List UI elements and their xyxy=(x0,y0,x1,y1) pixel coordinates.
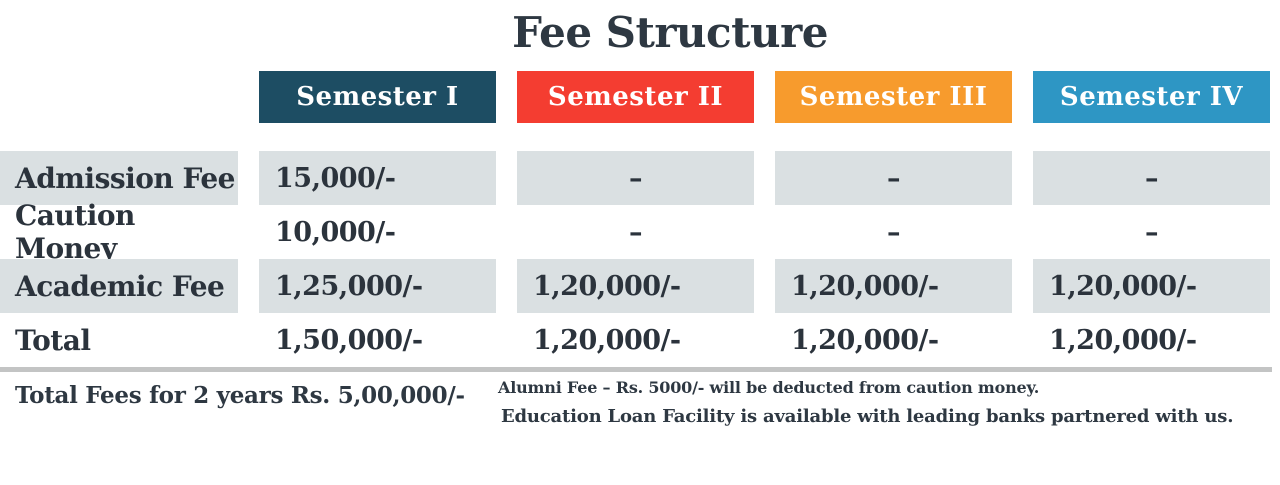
row-label: Academic Fee xyxy=(0,259,238,314)
table-cell: 10,000/- xyxy=(275,216,396,248)
alumni-fee-note: Alumni Fee – Rs. 5000/- will be deducted… xyxy=(498,378,1040,398)
column-header-semester-4: Semester IV xyxy=(1033,71,1270,124)
row-label: Total xyxy=(15,323,91,357)
table-cell: – xyxy=(629,216,643,248)
education-loan-note: Education Loan Facility is available wit… xyxy=(501,406,1234,428)
table-cell: – xyxy=(1145,216,1159,248)
row-label: Caution Money xyxy=(15,199,135,266)
table-cell: 1,20,000/- xyxy=(1049,324,1197,356)
footer-notes: Total Fees for 2 years Rs. 5,00,000/- Al… xyxy=(0,372,1280,472)
table-cell: 1,20,000/- xyxy=(533,324,681,356)
table-cell: 1,20,000/- xyxy=(1033,259,1270,314)
page-title: Fee Structure xyxy=(512,8,828,57)
fee-structure-page: Fee Structure Semester I Semester II Sem… xyxy=(0,8,1280,485)
header-spacer xyxy=(0,71,238,123)
column-header-semester-1: Semester I xyxy=(259,71,496,124)
table-cell: 1,25,000/- xyxy=(259,259,496,314)
table-cell: – xyxy=(517,151,754,206)
table-header-row: Semester I Semester II Semester III Seme… xyxy=(0,71,1272,124)
table-cell: 1,20,000/- xyxy=(517,259,754,314)
row-label: Admission Fee xyxy=(0,151,238,206)
table-cell: 15,000/- xyxy=(259,151,496,206)
table-cell: 1,20,000/- xyxy=(791,324,939,356)
table-cell: – xyxy=(1033,151,1270,206)
horizontal-divider xyxy=(0,367,1272,373)
table-cell: – xyxy=(775,151,1012,206)
column-header-semester-3: Semester III xyxy=(775,71,1012,124)
table-cell: – xyxy=(887,216,901,248)
column-header-semester-2: Semester II xyxy=(517,71,754,124)
table-cell: 1,20,000/- xyxy=(775,259,1012,314)
table-body: Admission Fee 15,000/- – – – Caution Mon… xyxy=(0,151,1272,367)
total-fees-note: Total Fees for 2 years Rs. 5,00,000/- xyxy=(15,382,465,410)
table-cell: 1,50,000/- xyxy=(275,324,423,356)
